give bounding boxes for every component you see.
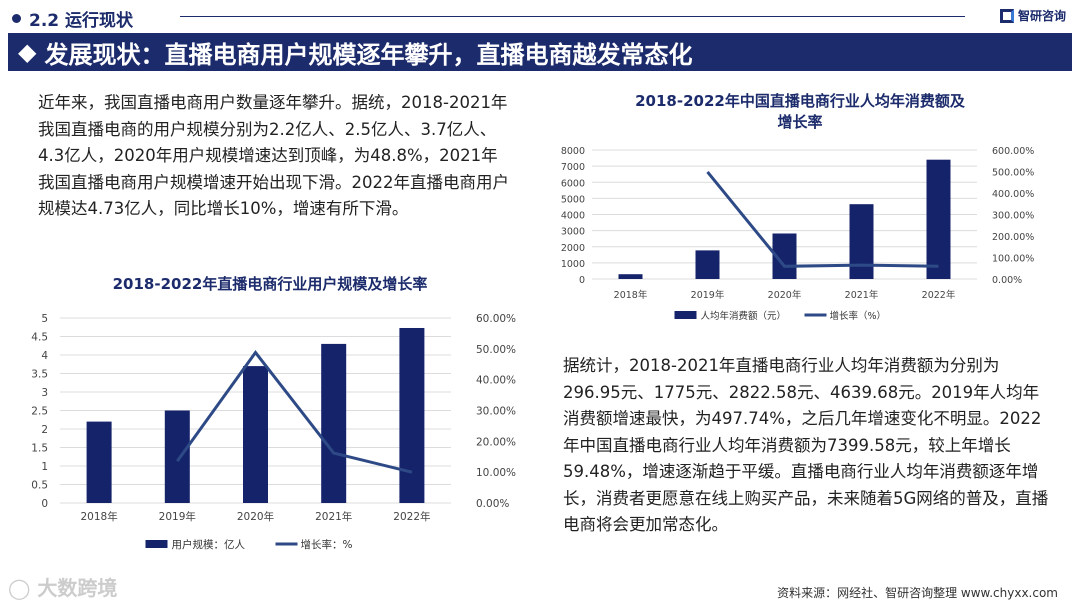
y2-tick-label: 40.00% (476, 375, 516, 387)
bar (86, 421, 112, 503)
user-scale-paragraph: 近年来，我国直播电商用户数量逐年攀升。据统，2018-2021年我国直播电商的用… (38, 93, 509, 218)
y-tick-label: 6000 (561, 178, 585, 189)
bar (321, 343, 347, 503)
chart-title: 2018-2022年直播电商行业用户规模及增长率 (113, 275, 428, 293)
brand-name: 智研咨询 (1017, 9, 1066, 23)
y-tick-label: 4.5 (31, 332, 48, 344)
legend-bar-swatch (674, 311, 697, 319)
bar (243, 366, 268, 503)
y-tick-label: 7000 (561, 162, 585, 173)
x-tick-label: 2022年 (393, 510, 430, 523)
bar (399, 327, 425, 503)
growth-line (706, 171, 939, 268)
x-tick-label: 2019年 (159, 510, 196, 523)
section-label: 2.2 运行现状 (29, 11, 134, 31)
y2-tick-label: 20.00% (476, 436, 516, 448)
legend-bar-label: 用户规模：亿人 (172, 538, 246, 551)
y-tick-label: 1.5 (31, 443, 48, 455)
y2-tick-label: 300.00% (992, 211, 1034, 222)
legend-bar-swatch (145, 540, 168, 548)
watermark-logo: ◯ 大数跨境 (8, 576, 118, 600)
y2-tick-label: 100.00% (992, 254, 1034, 265)
spending-paragraph: 据统计，2018-2021年直播电商行业人均年消费额为分别为296.95元、17… (563, 356, 1049, 534)
brand-logo: 智研咨询 (999, 7, 1066, 24)
y2-tick-label: 400.00% (992, 189, 1034, 200)
x-tick-label: 2019年 (691, 289, 725, 301)
y-tick-label: 3 (41, 387, 48, 399)
y2-tick-label: 50.00% (476, 344, 516, 356)
y-tick-label: 0 (41, 498, 48, 510)
y-tick-label: 0.5 (31, 480, 48, 492)
y-tick-label: 2.5 (31, 406, 48, 418)
growth-line (176, 350, 413, 474)
y2-tick-label: 200.00% (992, 232, 1034, 243)
y-tick-label: 1 (41, 461, 48, 473)
x-tick-label: 2021年 (315, 510, 352, 523)
x-tick-label: 2021年 (845, 289, 879, 301)
y2-tick-label: 60.00% (476, 313, 516, 325)
y-tick-label: 8000 (561, 146, 585, 157)
bullet-icon (12, 14, 21, 23)
x-tick-label: 2018年 (614, 289, 648, 301)
page-title: 发展现状：直播电商用户规模逐年攀升，直播电商越发常态化 (44, 40, 693, 69)
y2-tick-label: 500.00% (992, 168, 1034, 179)
y-tick-label: 1000 (561, 259, 585, 270)
y-tick-label: 3.5 (31, 369, 48, 381)
bar (849, 204, 874, 279)
y-tick-label: 4 (41, 350, 48, 362)
y-tick-label: 0 (579, 275, 585, 286)
y-tick-label: 5 (41, 313, 48, 325)
y-tick-label: 3000 (561, 227, 585, 238)
bar (164, 410, 190, 503)
y2-tick-label: 30.00% (476, 406, 516, 418)
x-tick-label: 2020年 (237, 510, 274, 523)
y2-tick-label: 600.00% (992, 146, 1034, 157)
chart-title: 2018-2022年中国直播电商行业人均年消费额及 (635, 92, 966, 110)
y-tick-label: 4000 (561, 211, 585, 222)
legend-line-label: 增长率：% (301, 538, 353, 551)
y-tick-label: 2000 (561, 243, 585, 254)
chart-title-line2: 增长率 (777, 113, 822, 131)
diamond-icon: ◆ (18, 38, 37, 66)
y2-tick-label: 0.00% (476, 498, 509, 510)
y2-tick-label: 0.00% (992, 275, 1022, 286)
bar (926, 159, 951, 279)
y-tick-label: 2 (41, 424, 48, 436)
bar (618, 274, 643, 279)
source-note: 资料来源：网经社、智研咨询整理 www.chyxx.com (777, 586, 1058, 600)
brand-icon (999, 8, 1014, 23)
legend-line-label: 增长率（%） (830, 310, 887, 322)
y-tick-label: 5000 (561, 194, 585, 205)
legend-bar-label: 人均年消费额（元） (701, 310, 787, 322)
header-divider (180, 16, 965, 17)
title-bar: ◆ 发展现状：直播电商用户规模逐年攀升，直播电商越发常态化 (8, 33, 1072, 71)
x-tick-label: 2022年 (922, 289, 956, 301)
y2-tick-label: 10.00% (476, 467, 516, 479)
bar (695, 250, 720, 279)
x-tick-label: 2018年 (80, 510, 117, 523)
x-tick-label: 2020年 (768, 289, 802, 301)
section-heading: 2.2 运行现状 (12, 6, 133, 31)
